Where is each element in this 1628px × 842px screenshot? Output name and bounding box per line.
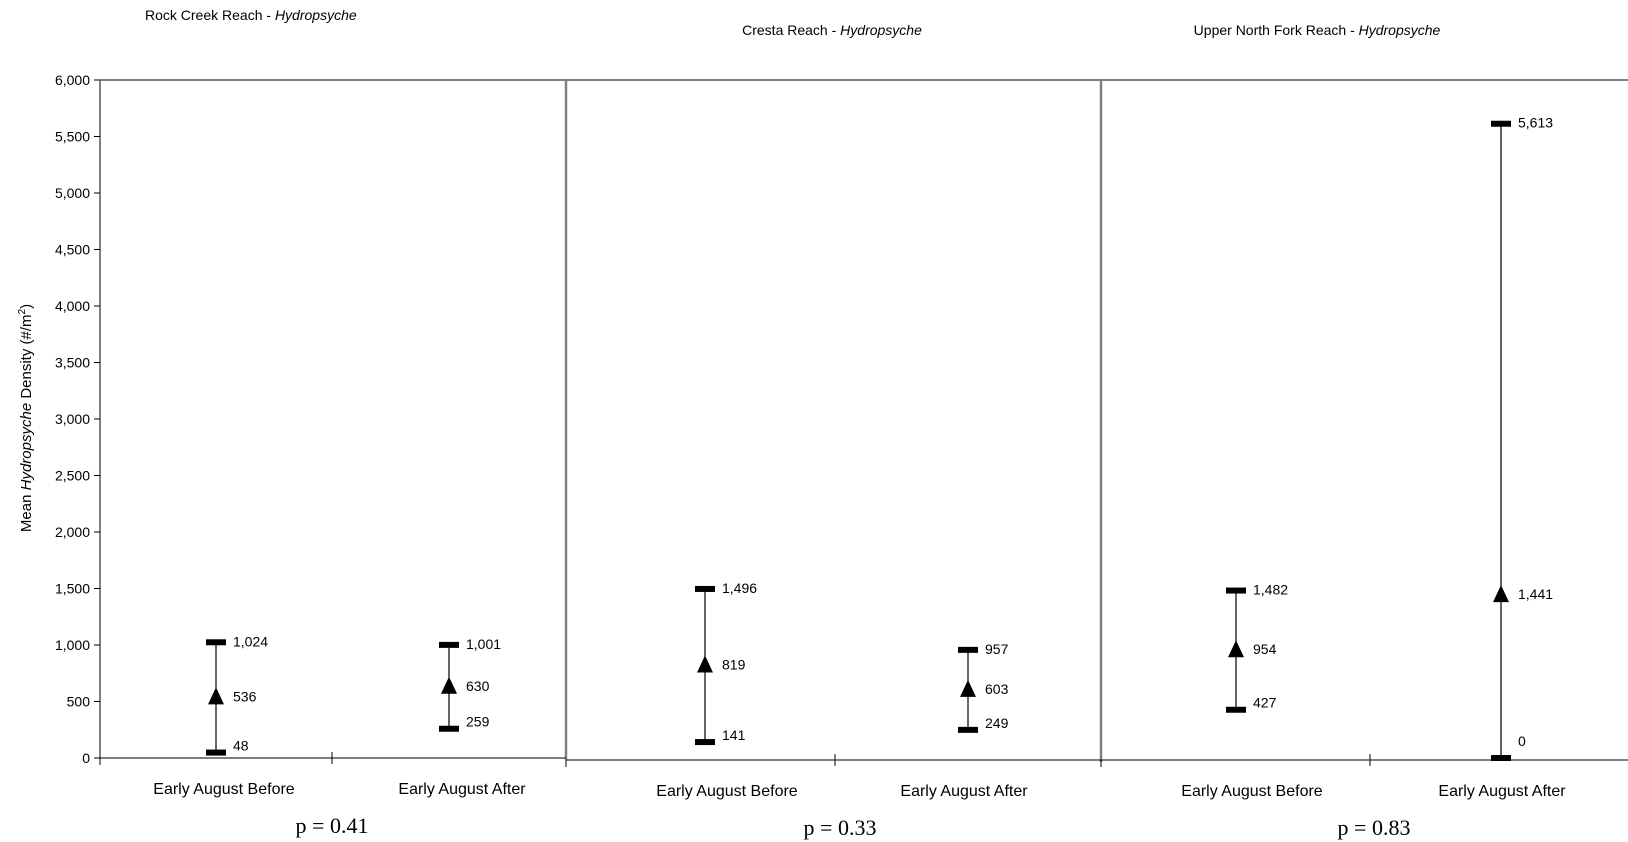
panel-title: Upper North Fork Reach - Hydropsyche (1194, 22, 1441, 38)
y-tick-label: 3,500 (55, 355, 90, 371)
upper-bound-cap (695, 585, 715, 592)
panel-title-taxon: Hydropsyche (1359, 22, 1441, 38)
panel-title-prefix: Upper North Fork Reach - (1194, 22, 1359, 38)
y-tick-label: 4,500 (55, 242, 90, 258)
y-axis-title: Mean Hydropsyche Density (#/m2) (17, 304, 35, 532)
mean-marker (960, 679, 976, 697)
upper-value-label: 5,613 (1518, 115, 1553, 131)
upper-bound-cap (1491, 120, 1511, 127)
lower-bound-cap (1491, 755, 1511, 761)
range-point: 1,482 954 427 (1226, 582, 1288, 713)
upper-value-label: 957 (985, 641, 1009, 657)
x-category-label: Early August After (900, 783, 1028, 800)
panel: Rock Creek Reach - Hydropsyche Early Augu… (99, 7, 568, 838)
mean-value-label: 536 (233, 688, 257, 704)
mean-value-label: 630 (466, 678, 490, 694)
y-tick-label: 1,000 (55, 637, 90, 653)
mean-value-label: 954 (1253, 641, 1277, 657)
y-tick-label: 500 (67, 694, 91, 710)
panel-title-prefix: Rock Creek Reach - (145, 7, 275, 23)
lower-value-label: 427 (1253, 695, 1277, 711)
range-point: 1,024 536 48 (206, 633, 268, 756)
y-tick-label: 0 (82, 750, 90, 766)
panel-title-taxon: Hydropsyche (275, 7, 357, 23)
lower-value-label: 141 (722, 727, 746, 743)
range-point: 1,001 630 259 (439, 636, 501, 732)
mean-marker (1493, 585, 1509, 603)
p-value-label: p = 0.83 (1338, 815, 1411, 840)
x-category-label: Early August After (398, 781, 526, 798)
mean-value-label: 1,441 (1518, 586, 1553, 602)
mean-value-label: 603 (985, 681, 1009, 697)
y-tick-label: 3,000 (55, 411, 90, 427)
mean-marker (441, 676, 457, 694)
x-category-label: Early August Before (153, 781, 295, 798)
panel: Upper North Fork Reach - Hydropsyche Earl… (1100, 22, 1628, 840)
mean-marker (1228, 640, 1244, 658)
upper-bound-cap (439, 641, 459, 648)
x-category-label: Early August After (1438, 783, 1566, 800)
chart-panels: Rock Creek Reach - Hydropsyche Early Augu… (99, 7, 1628, 840)
y-tick-label: 2,500 (55, 468, 90, 484)
lower-bound-cap (1226, 706, 1246, 713)
p-value-label: p = 0.41 (296, 813, 369, 838)
y-tick-label: 5,500 (55, 129, 90, 145)
lower-value-label: 259 (466, 714, 490, 730)
lower-bound-cap (439, 725, 459, 732)
upper-value-label: 1,496 (722, 580, 757, 596)
upper-value-label: 1,024 (233, 633, 268, 649)
lower-bound-cap (206, 749, 226, 756)
p-value-label: p = 0.33 (804, 815, 877, 840)
y-tick-label: 6,000 (55, 72, 90, 88)
upper-bound-cap (958, 646, 978, 653)
lower-value-label: 0 (1518, 733, 1526, 749)
panel-title-taxon: Hydropsyche (840, 22, 922, 38)
panel-title-prefix: Cresta Reach - (742, 22, 840, 38)
mean-value-label: 819 (722, 656, 746, 672)
upper-value-label: 1,482 (1253, 582, 1288, 598)
panel: Cresta Reach - Hydropsyche Early August B… (565, 22, 1103, 840)
lower-bound-cap (958, 726, 978, 733)
mean-marker (208, 687, 224, 705)
upper-bound-cap (206, 639, 226, 646)
x-category-label: Early August Before (1181, 783, 1323, 800)
y-tick-label: 4,000 (55, 298, 90, 314)
upper-bound-cap (1226, 587, 1246, 594)
range-point: 1,496 819 141 (695, 580, 757, 746)
lower-bound-cap (695, 739, 715, 746)
y-axis: 0 500 1,000 1,500 2,000 2,500 3,000 3,500 4,000 4… (55, 72, 101, 766)
y-tick-label: 5,000 (55, 185, 90, 201)
lower-value-label: 249 (985, 715, 1009, 731)
y-tick-label: 2,000 (55, 524, 90, 540)
panel-title: Rock Creek Reach - Hydropsyche (145, 7, 357, 23)
x-category-label: Early August Before (656, 783, 798, 800)
mean-marker (697, 655, 713, 673)
y-tick-label: 1,500 (55, 581, 90, 597)
lower-value-label: 48 (233, 738, 249, 754)
range-point: 957 603 249 (958, 641, 1009, 733)
upper-value-label: 1,001 (466, 636, 501, 652)
range-point: 5,613 1,441 0 (1491, 115, 1553, 761)
panel-title: Cresta Reach - Hydropsyche (742, 22, 922, 38)
